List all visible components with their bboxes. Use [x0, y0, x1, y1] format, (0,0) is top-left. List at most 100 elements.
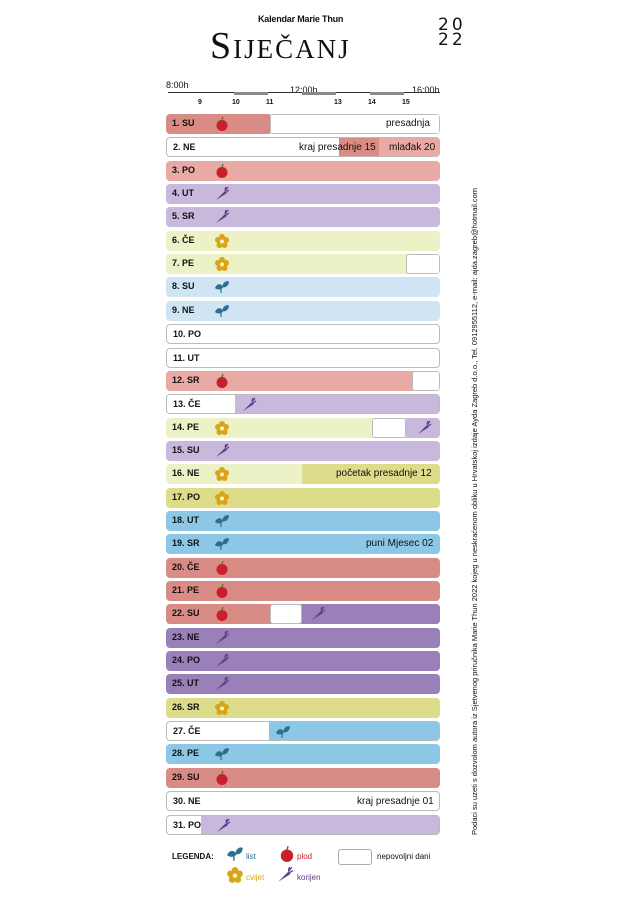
day-row: 20. ČE	[166, 557, 440, 578]
day-label: 5. SR	[172, 211, 195, 222]
day-label: 4. UT	[172, 188, 195, 199]
day-label: 9. NE	[172, 304, 195, 315]
day-label: 2. NE	[173, 142, 196, 153]
year-top: 20	[438, 15, 466, 35]
legend-root: korijen	[297, 873, 321, 882]
root-icon	[310, 606, 326, 622]
fruit-icon	[214, 163, 230, 179]
timeline-start: 8:00h	[166, 80, 189, 90]
fruit-icon	[214, 373, 230, 389]
unfavorable-period	[372, 417, 406, 438]
day-row: 30. NE kraj presadnje 01	[166, 791, 440, 812]
day-label: 26. SR	[172, 701, 200, 712]
day-note: kraj presadnje 01	[357, 796, 434, 808]
root-icon	[214, 630, 230, 646]
period-segment	[235, 395, 439, 414]
day-label: 23. NE	[172, 631, 200, 642]
day-label: 27. ČE	[173, 726, 201, 737]
day-label: 13. ČE	[173, 399, 201, 410]
day-label: 22. SU	[172, 608, 200, 619]
tick-14: 14	[368, 99, 376, 106]
period-segment	[201, 815, 439, 834]
day-label: 7. PE	[172, 258, 195, 269]
day-row: 25. UT	[166, 674, 440, 695]
legend-flower: cvijet	[246, 873, 265, 882]
fruit-icon	[214, 606, 230, 622]
day-row: 29. SU	[166, 767, 440, 788]
leaf-icon	[214, 279, 230, 295]
day-label: 18. UT	[172, 514, 200, 525]
leaf-icon	[275, 724, 291, 740]
period-segment	[406, 417, 440, 438]
unfavorable-period	[412, 370, 440, 391]
timeline-segment	[234, 92, 268, 95]
tick-13: 13	[334, 99, 342, 106]
leaf-icon	[214, 536, 230, 552]
month-title: Siječanj	[210, 25, 351, 67]
day-row: 14. PE	[166, 417, 440, 438]
flower-icon	[214, 233, 230, 249]
day-label: 1. SU	[172, 118, 195, 128]
unfavorable-period	[406, 254, 440, 275]
day-label: 8. SU	[172, 281, 195, 292]
period-segment	[379, 138, 439, 157]
day-row: 26. SR	[166, 697, 440, 718]
period-segment	[339, 138, 379, 157]
tick-15: 15	[402, 99, 410, 106]
flower-icon	[214, 700, 230, 716]
period-segment	[302, 464, 440, 485]
day-row: 13. ČE	[166, 394, 440, 415]
leaf-icon	[214, 746, 230, 762]
tick-10: 10	[232, 99, 240, 106]
tick-9: 9	[198, 99, 202, 106]
day-row: 2. NE kraj presadnje 15 mlađak 20	[166, 137, 440, 158]
root-icon	[214, 186, 230, 202]
day-label: 28. PE	[172, 748, 200, 759]
day-label: 16. NE	[172, 468, 200, 479]
calendar-subtitle: Kalendar Marie Thun	[258, 14, 344, 24]
timeline-end: 16:00h	[412, 85, 440, 95]
fruit-icon	[214, 770, 230, 786]
day-label: 3. PO	[172, 164, 196, 175]
fruit-icon	[214, 583, 230, 599]
day-row: 9. NE	[166, 300, 440, 321]
bad-days-box	[338, 849, 372, 865]
root-icon	[278, 866, 294, 882]
day-label: 12. SR	[172, 374, 200, 385]
period-segment	[302, 604, 440, 625]
day-label: 11. UT	[173, 352, 200, 363]
day-note: presadnja	[386, 118, 430, 129]
leaf-icon	[227, 847, 243, 861]
sidebar-credits: Podaci su uzeti s dozvolom autora iz Sje…	[470, 187, 479, 835]
day-row: 4. UT	[166, 184, 440, 205]
day-row: 19. SR puni Mjesec 02	[166, 534, 440, 555]
day-label: 17. PO	[172, 491, 201, 502]
flower-icon	[214, 420, 230, 436]
day-row: 28. PE	[166, 744, 440, 765]
day-row: 5. SR	[166, 207, 440, 228]
fruit-icon	[214, 560, 230, 576]
flower-icon	[227, 867, 243, 883]
root-icon	[416, 420, 432, 436]
day-note: mlađak 20	[389, 142, 436, 154]
day-label: 31. PO	[173, 819, 202, 830]
day-row: 23. NE	[166, 627, 440, 648]
day-row: 12. SR	[166, 370, 440, 391]
day-label: 30. NE	[173, 796, 201, 807]
day-label: 24. PO	[172, 655, 201, 666]
root-icon	[241, 397, 257, 413]
root-icon	[215, 818, 231, 834]
root-icon	[214, 653, 230, 669]
day-label: 19. SR	[172, 538, 200, 549]
day-row: 27. ČE	[166, 721, 440, 742]
day-row: 3. PO	[166, 160, 440, 181]
root-icon	[214, 443, 230, 459]
flower-icon	[214, 466, 230, 482]
leaf-icon	[214, 303, 230, 319]
legend-fruit: plod	[297, 852, 313, 861]
day-label: 29. SU	[172, 771, 200, 782]
period-segment	[269, 722, 439, 741]
legend-leaf: list	[246, 852, 256, 861]
day-row: 6. ČE	[166, 230, 440, 251]
fruit-icon	[214, 116, 230, 132]
